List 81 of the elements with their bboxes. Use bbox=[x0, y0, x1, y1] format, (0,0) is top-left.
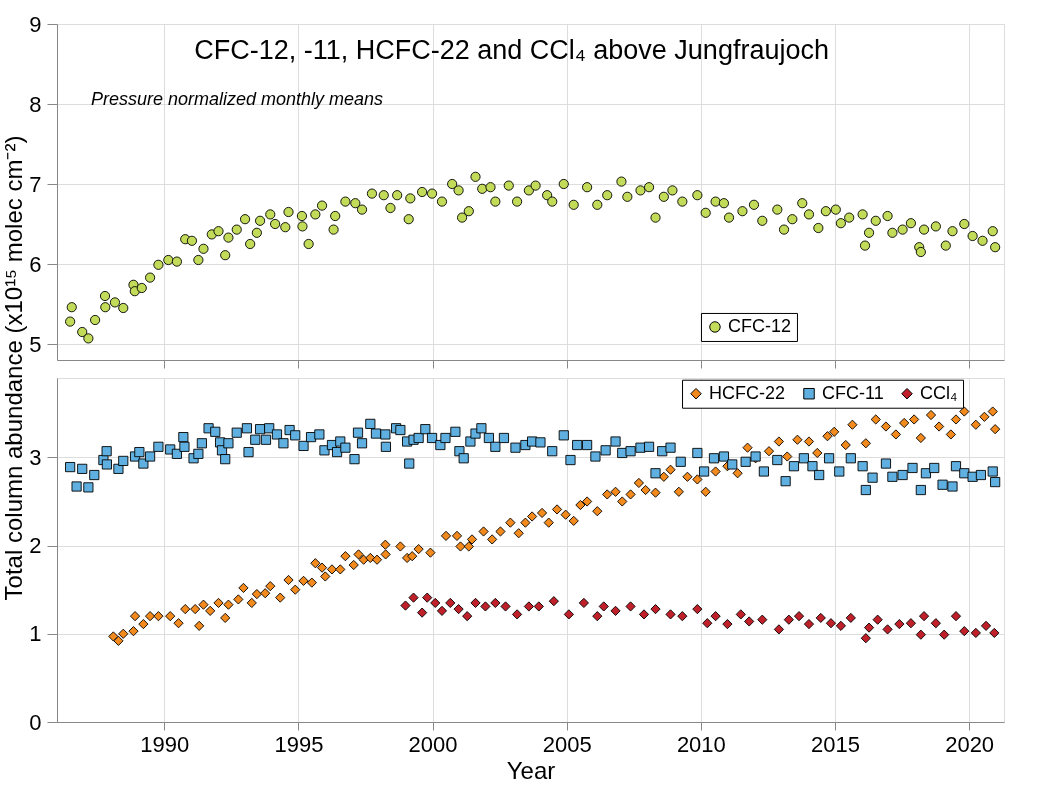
point bbox=[563, 609, 574, 620]
y-tick-label: 9 bbox=[29, 11, 42, 37]
x-tick-label: 2000 bbox=[408, 731, 458, 757]
point bbox=[835, 620, 846, 631]
y-tick-label: 7 bbox=[29, 171, 42, 197]
legend-label: CFC-11 bbox=[822, 382, 884, 403]
legend-label: CFC-12 bbox=[727, 315, 791, 336]
point bbox=[793, 611, 805, 622]
point bbox=[548, 596, 559, 607]
y-axis-title: Total column abundance (x10¹⁵ molec cm⁻²) bbox=[0, 135, 27, 601]
point bbox=[815, 612, 826, 623]
point bbox=[882, 624, 893, 635]
chart-title: CFC-12, -11, HCFC-22 and CCl₄ above Jungfraujoch bbox=[194, 35, 829, 65]
point bbox=[980, 620, 992, 631]
point bbox=[490, 597, 501, 608]
y-tick-label: 1 bbox=[29, 621, 42, 647]
point bbox=[598, 601, 609, 612]
point bbox=[894, 619, 905, 630]
point bbox=[783, 614, 794, 625]
x-tick-label: 2010 bbox=[676, 731, 726, 757]
y-tick-label: 5 bbox=[29, 331, 42, 357]
y-tick-label: 2 bbox=[29, 533, 42, 559]
point bbox=[930, 618, 941, 629]
point bbox=[625, 601, 636, 612]
x-tick-label: 2015 bbox=[811, 731, 860, 757]
text: Pressure normalized monthly means bbox=[91, 89, 384, 109]
point bbox=[970, 627, 981, 638]
point bbox=[939, 629, 950, 640]
point bbox=[422, 592, 433, 603]
point bbox=[480, 601, 491, 612]
x-axis-title: Year bbox=[506, 756, 556, 784]
y-tick-label: 6 bbox=[29, 251, 42, 277]
point bbox=[430, 597, 441, 608]
point bbox=[950, 611, 962, 622]
point bbox=[959, 626, 970, 637]
legend-label: HCFC-22 bbox=[709, 382, 786, 403]
point bbox=[453, 604, 464, 615]
point bbox=[757, 614, 768, 625]
point bbox=[692, 604, 703, 615]
point bbox=[710, 611, 721, 622]
point bbox=[523, 601, 534, 612]
point bbox=[408, 592, 419, 603]
x-tick-label: 1995 bbox=[274, 731, 324, 757]
point bbox=[825, 618, 837, 629]
point bbox=[735, 609, 746, 620]
point bbox=[650, 604, 661, 615]
point bbox=[905, 618, 916, 629]
y-tick-label: 3 bbox=[29, 444, 42, 470]
point bbox=[744, 616, 755, 627]
point bbox=[722, 619, 733, 630]
y-tick-label: 8 bbox=[29, 91, 42, 117]
point bbox=[512, 609, 523, 620]
point bbox=[462, 611, 473, 622]
point bbox=[436, 605, 448, 616]
point bbox=[677, 611, 688, 622]
point bbox=[864, 622, 875, 633]
point bbox=[610, 605, 621, 616]
point bbox=[533, 601, 544, 612]
point bbox=[860, 633, 871, 644]
point bbox=[665, 609, 676, 620]
point bbox=[500, 601, 511, 612]
x-tick-label: 1990 bbox=[140, 731, 190, 757]
x-tick-label: 2020 bbox=[945, 731, 995, 757]
point bbox=[445, 597, 456, 608]
point bbox=[918, 611, 930, 622]
point bbox=[702, 618, 713, 629]
point bbox=[803, 619, 815, 630]
point bbox=[773, 624, 784, 635]
point bbox=[845, 612, 856, 623]
point bbox=[638, 609, 650, 620]
x-tick-label: 2005 bbox=[542, 731, 592, 757]
point bbox=[592, 611, 603, 622]
point bbox=[872, 614, 883, 625]
point bbox=[400, 600, 411, 611]
point bbox=[915, 629, 926, 640]
point bbox=[578, 597, 589, 608]
point bbox=[417, 607, 428, 618]
point bbox=[470, 597, 481, 608]
legend-label: CCl₄ bbox=[920, 382, 958, 403]
y-tick-label: 0 bbox=[29, 709, 42, 735]
point bbox=[989, 627, 1000, 638]
